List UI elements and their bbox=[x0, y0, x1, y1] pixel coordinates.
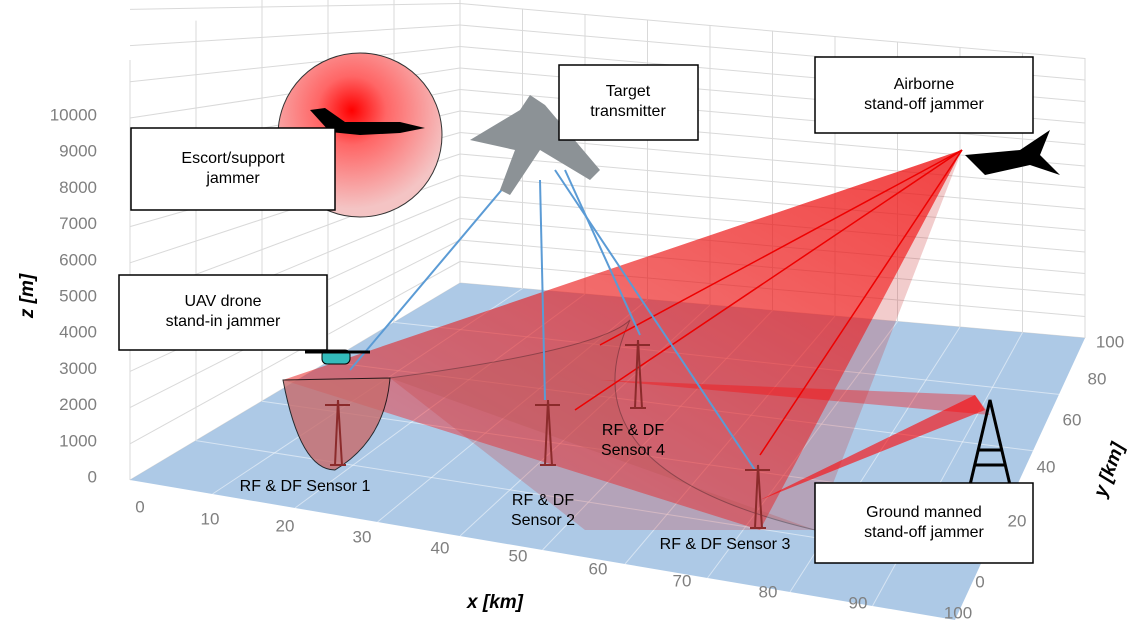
z-tick-label: 8000 bbox=[59, 178, 97, 197]
x-tick-label: 40 bbox=[431, 538, 450, 557]
sensor-label: RF & DF Sensor 1 bbox=[240, 478, 371, 495]
x-tick-label: 50 bbox=[509, 546, 528, 565]
z-tick-label: 3000 bbox=[59, 359, 97, 378]
x-tick-label: 90 bbox=[849, 593, 868, 612]
x-tick-label: 100 bbox=[944, 603, 972, 622]
grid-line bbox=[130, 25, 460, 46]
z-tick-label: 4000 bbox=[59, 323, 97, 342]
z-tick-label: 5000 bbox=[59, 286, 97, 305]
z-tick-label: 2000 bbox=[59, 395, 97, 414]
x-tick-label: 20 bbox=[276, 516, 295, 535]
z-tick-label: 0 bbox=[88, 467, 97, 486]
x-tick-label: 30 bbox=[353, 527, 372, 546]
diagram: Escort/supportjammer Targettransmitter A… bbox=[0, 0, 1143, 622]
box bbox=[815, 57, 1033, 133]
airborne-drone bbox=[965, 130, 1060, 175]
z-axis-label: z [m] bbox=[17, 273, 38, 319]
y-axis-label: y [km] bbox=[1090, 439, 1129, 500]
y-tick-label: 80 bbox=[1088, 369, 1107, 388]
x-tick-label: 0 bbox=[135, 497, 144, 516]
z-tick-label: 9000 bbox=[59, 142, 97, 161]
y-tick-label: 0 bbox=[975, 572, 984, 591]
y-tick-label: 60 bbox=[1063, 410, 1082, 429]
y-tick-label: 20 bbox=[1008, 511, 1027, 530]
y-tick-label: 40 bbox=[1037, 457, 1056, 476]
y-tick-label: 100 bbox=[1096, 332, 1124, 351]
box bbox=[815, 483, 1033, 563]
z-tick-label: 7000 bbox=[59, 214, 97, 233]
x-tick-label: 10 bbox=[201, 509, 220, 528]
grid-line bbox=[130, 4, 460, 10]
x-tick-label: 70 bbox=[673, 571, 692, 590]
z-tick-label: 10000 bbox=[50, 105, 97, 124]
x-tick-label: 80 bbox=[759, 582, 778, 601]
z-tick-label: 6000 bbox=[59, 250, 97, 269]
x-tick-label: 60 bbox=[589, 559, 608, 578]
sensor-label: RF & DF Sensor 3 bbox=[660, 536, 791, 553]
x-axis-label: x [km] bbox=[466, 592, 524, 613]
box bbox=[131, 128, 335, 210]
z-tick-label: 1000 bbox=[59, 431, 97, 450]
page: {"axes": {"z_label": "z [m]", "x_label":… bbox=[0, 0, 1143, 622]
